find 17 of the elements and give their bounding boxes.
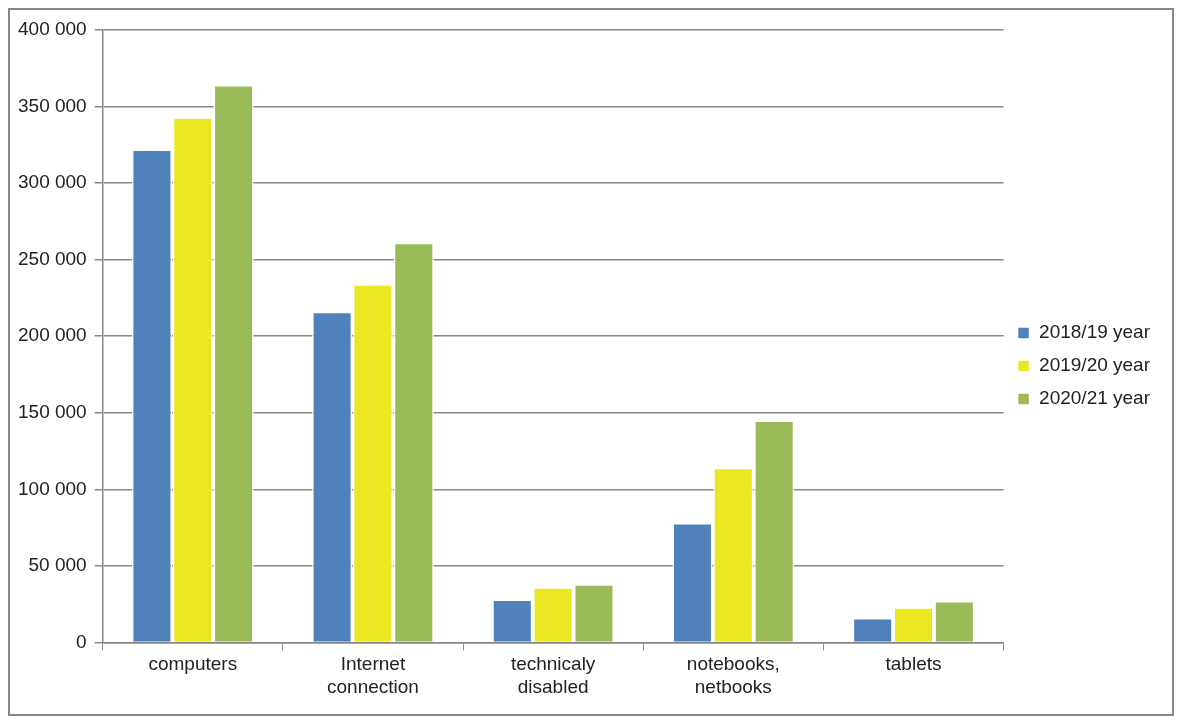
x-tick-label: tablets: [885, 653, 942, 675]
y-tick-label: 300 000: [17, 171, 87, 193]
y-tick-label: 0: [76, 630, 87, 652]
y-tick-label: 400 000: [17, 18, 87, 40]
legend-label: 2020/21 year: [1039, 387, 1151, 409]
y-tick-label: 200 000: [17, 324, 87, 346]
x-tick-label: technicaly disabled: [510, 653, 596, 697]
legend-label: 2018/19 year: [1039, 321, 1151, 343]
x-tick-label: notebooks, netbooks: [686, 653, 780, 697]
y-tick-label: 50 000: [28, 554, 87, 576]
y-tick-label: 350 000: [17, 94, 87, 116]
y-tick-label: 150 000: [17, 400, 87, 422]
y-tick-label: 100 000: [17, 477, 87, 499]
x-tick-label: Internet connection: [327, 653, 419, 697]
y-tick-label: 250 000: [17, 247, 87, 269]
legend-label: 2019/20 year: [1039, 354, 1151, 376]
x-tick-label: computers: [148, 653, 238, 675]
